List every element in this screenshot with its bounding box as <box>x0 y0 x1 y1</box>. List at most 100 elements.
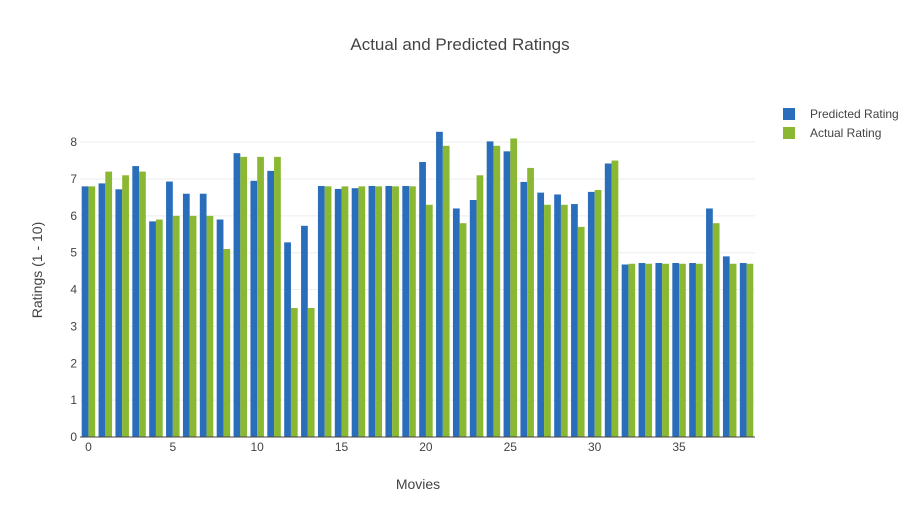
bar-actual-16 <box>358 186 366 437</box>
bar-actual-21 <box>442 145 450 438</box>
legend-item-actual[interactable]: Actual Rating <box>783 126 881 140</box>
bar-actual-0 <box>88 186 96 437</box>
bar-actual-24 <box>493 145 501 438</box>
bar-actual-19 <box>409 186 416 437</box>
bar-predicted-3 <box>132 166 140 438</box>
y-tick-label: 7 <box>70 172 77 186</box>
bar-predicted-24 <box>486 141 494 437</box>
bar-actual-35 <box>679 263 686 437</box>
bar-predicted-25 <box>503 151 511 437</box>
bar-predicted-38 <box>722 256 730 437</box>
bar-predicted-39 <box>739 263 747 437</box>
bar-predicted-26 <box>520 181 528 437</box>
bar-predicted-31 <box>604 163 612 437</box>
bar-actual-14 <box>324 186 332 437</box>
y-tick-label: 0 <box>70 430 77 444</box>
x-tick-label: 20 <box>419 440 433 454</box>
bar-actual-5 <box>172 215 180 437</box>
bar-actual-4 <box>155 219 163 437</box>
bar-actual-25 <box>510 138 518 437</box>
bar-actual-32 <box>628 263 636 437</box>
bar-predicted-27 <box>537 192 545 437</box>
y-axis-title: Ratings (1 - 10) <box>29 222 45 318</box>
legend-label: Actual Rating <box>810 126 881 140</box>
bar-actual-31 <box>611 160 619 437</box>
bar-actual-37 <box>712 223 720 437</box>
x-tick-label: 30 <box>588 440 602 454</box>
bar-actual-29 <box>577 226 585 437</box>
x-tick-label: 10 <box>251 440 265 454</box>
bar-actual-2 <box>122 175 129 437</box>
bar-predicted-15 <box>334 188 342 437</box>
bar-actual-18 <box>392 186 399 437</box>
x-tick-label: 25 <box>504 440 518 454</box>
bar-actual-6 <box>189 215 197 437</box>
bar-actual-28 <box>560 204 568 437</box>
bar-actual-38 <box>729 263 737 437</box>
y-tick-label: 3 <box>70 319 77 333</box>
bar-predicted-5 <box>166 181 173 437</box>
bar-actual-30 <box>594 190 602 437</box>
bar-actual-39 <box>746 263 754 437</box>
bar-predicted-17 <box>368 185 376 437</box>
legend-swatch <box>783 108 795 120</box>
bar-predicted-9 <box>233 153 241 437</box>
bar-predicted-16 <box>351 188 359 437</box>
bar-actual-22 <box>459 223 467 437</box>
y-tick-label: 8 <box>70 135 77 149</box>
bar-predicted-4 <box>149 221 156 437</box>
bar-actual-17 <box>375 186 383 437</box>
legend: Predicted Rating Actual Rating <box>783 107 899 140</box>
x-tick-label: 15 <box>335 440 349 454</box>
bar-predicted-22 <box>452 208 460 437</box>
x-axis-title: Movies <box>396 476 440 492</box>
legend-item-predicted[interactable]: Predicted Rating <box>783 107 899 121</box>
bar-actual-12 <box>290 307 298 437</box>
bar-predicted-6 <box>182 193 190 437</box>
x-tick-label: 0 <box>85 440 92 454</box>
legend-label: Predicted Rating <box>810 107 899 121</box>
x-tick-label: 35 <box>672 440 686 454</box>
bar-actual-15 <box>341 186 349 437</box>
bar-predicted-20 <box>419 162 426 437</box>
legend-swatch <box>783 127 795 139</box>
chart-title: Actual and Predicted Ratings <box>350 35 569 54</box>
bar-actual-10 <box>257 156 264 437</box>
bar-actual-27 <box>544 204 551 437</box>
bar-predicted-8 <box>216 219 224 437</box>
bar-predicted-19 <box>402 185 410 437</box>
y-tick-label: 2 <box>70 356 77 370</box>
bar-predicted-11 <box>267 170 275 438</box>
bar-actual-26 <box>527 167 534 437</box>
bar-predicted-12 <box>284 242 291 437</box>
bar-predicted-28 <box>554 194 561 437</box>
bar-predicted-2 <box>115 189 123 437</box>
bar-predicted-10 <box>250 180 258 437</box>
bar-actual-9 <box>240 156 248 437</box>
bar-actual-3 <box>139 171 146 437</box>
bar-actual-1 <box>105 171 113 437</box>
bar-predicted-29 <box>571 204 578 437</box>
bar-actual-34 <box>662 263 669 437</box>
bar-actual-7 <box>206 215 214 437</box>
bar-predicted-14 <box>317 185 325 437</box>
bar-predicted-32 <box>621 264 629 437</box>
bar-predicted-30 <box>587 191 595 437</box>
bar-predicted-21 <box>436 131 443 437</box>
bar-predicted-34 <box>655 263 663 437</box>
y-tick-label: 1 <box>70 393 77 407</box>
bar-actual-20 <box>425 204 433 437</box>
bar-predicted-1 <box>98 183 106 437</box>
y-tick-label: 5 <box>70 246 77 260</box>
bar-actual-33 <box>645 263 653 437</box>
bar-predicted-35 <box>672 263 680 437</box>
bar-predicted-23 <box>469 199 477 437</box>
axes: 0 1 2 3 4 5 6 7 8 0 5 10 15 20 25 30 35 <box>70 135 755 454</box>
bars <box>81 131 754 438</box>
bar-predicted-37 <box>706 208 713 437</box>
bar-predicted-7 <box>199 193 207 437</box>
bar-actual-11 <box>274 156 281 437</box>
bar-actual-23 <box>476 175 484 437</box>
